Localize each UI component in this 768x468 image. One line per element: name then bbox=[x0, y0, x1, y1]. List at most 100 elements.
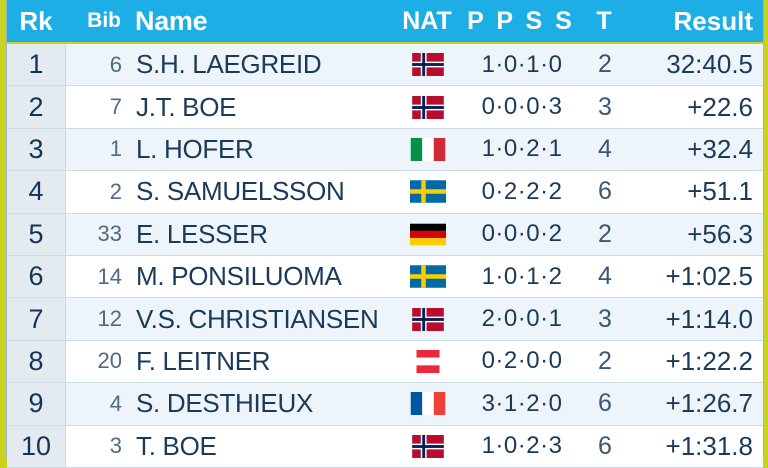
result-cell: +51.1 bbox=[687, 176, 753, 207]
shooting-cell: 1·0·1·2 bbox=[481, 262, 563, 290]
table-row: 2 7 J.T. BOE 0·0·0·3 3 +22.6 bbox=[7, 86, 763, 129]
total-misses-cell: 6 bbox=[598, 177, 612, 206]
rank-cell: 1 bbox=[7, 44, 66, 86]
austria-flag-icon bbox=[410, 349, 446, 373]
nation-cell bbox=[394, 349, 462, 373]
bib-cell: 4 bbox=[109, 390, 122, 416]
nation-cell bbox=[394, 265, 462, 288]
result-cell: +1:31.8 bbox=[665, 430, 753, 461]
header-bib: Bib bbox=[87, 9, 121, 32]
shooting-cell: 0·2·0·0 bbox=[481, 347, 563, 375]
result-cell: +1:14.0 bbox=[665, 303, 753, 334]
nation-cell bbox=[394, 223, 462, 246]
results-table: Rk Bib Name NAT P P S S T Result 1 6 S.H. … bbox=[6, 0, 764, 468]
header-t: T bbox=[596, 6, 612, 35]
header-result: Result bbox=[673, 5, 753, 36]
rank-cell: 2 bbox=[7, 86, 66, 128]
nation-cell bbox=[394, 53, 462, 77]
result-cell: 32:40.5 bbox=[666, 49, 753, 80]
athlete-name: S. SAMUELSSON bbox=[136, 176, 345, 207]
shooting-cell: 0·0·0·2 bbox=[481, 220, 563, 248]
table-row: 3 1 L. HOFER 1·0·2·1 4 +32.4 bbox=[7, 128, 763, 172]
shooting-cell: 1·0·1·0 bbox=[481, 50, 563, 78]
norway-flag-icon bbox=[410, 307, 446, 331]
table-row: 4 2 S. SAMUELSSON 0·2·2·2 6 +51.1 bbox=[7, 171, 763, 214]
bib-cell: 7 bbox=[109, 94, 122, 120]
athlete-name: S. DESTHIEUX bbox=[136, 388, 313, 419]
table-row: 1 6 S.H. LAEGREID 1·0·1·0 2 32:40.5 bbox=[7, 44, 763, 87]
total-misses-cell: 6 bbox=[598, 389, 612, 418]
athlete-name: J.T. BOE bbox=[136, 91, 237, 122]
sweden-flag-icon bbox=[410, 180, 446, 204]
athlete-name: E. LESSER bbox=[136, 218, 268, 249]
athlete-name: M. PONSILUOMA bbox=[136, 261, 342, 292]
athlete-name: T. BOE bbox=[136, 430, 217, 461]
header-shooting: P P S S bbox=[467, 6, 575, 35]
nation-cell bbox=[394, 392, 462, 416]
shooting-cell: 1·0·2·1 bbox=[481, 135, 563, 163]
athlete-name: S.H. LAEGREID bbox=[136, 49, 322, 80]
bib-cell: 3 bbox=[109, 433, 122, 459]
table-row: 10 3 T. BOE 1·0·2·3 6 +1:31.8 bbox=[7, 425, 763, 468]
table-row: 9 4 S. DESTHIEUX 3·1·2·0 6 +1:26.7 bbox=[7, 383, 763, 426]
nation-cell bbox=[394, 137, 462, 161]
header-nat: NAT bbox=[402, 6, 452, 35]
total-misses-cell: 3 bbox=[598, 92, 612, 121]
total-misses-cell: 2 bbox=[598, 346, 612, 375]
norway-flag-icon bbox=[410, 95, 446, 119]
header-name: Name bbox=[135, 5, 208, 36]
table-header: Rk Bib Name NAT P P S S T Result bbox=[7, 0, 763, 44]
bib-cell: 20 bbox=[97, 348, 122, 374]
rank-cell: 7 bbox=[7, 298, 66, 340]
result-cell: +1:02.5 bbox=[665, 261, 753, 292]
bib-cell: 14 bbox=[97, 263, 122, 289]
shooting-cell: 3·1·2·0 bbox=[481, 389, 563, 417]
total-misses-cell: 4 bbox=[598, 262, 612, 291]
shooting-cell: 0·2·2·2 bbox=[481, 177, 563, 205]
header-rank: Rk bbox=[19, 5, 53, 36]
nation-cell bbox=[394, 95, 462, 119]
rank-cell: 5 bbox=[7, 213, 66, 255]
shooting-cell: 2·0·0·1 bbox=[481, 305, 563, 333]
bib-cell: 12 bbox=[97, 306, 122, 332]
bib-cell: 1 bbox=[109, 136, 122, 162]
rank-cell: 8 bbox=[7, 340, 66, 383]
result-cell: +56.3 bbox=[687, 218, 753, 249]
italy-flag-icon bbox=[410, 137, 446, 161]
norway-flag-icon bbox=[410, 53, 446, 77]
table-row: 5 33 E. LESSER 0·0·0·2 2 +56.3 bbox=[7, 213, 763, 256]
table-row: 8 20 F. LEITNER 0·2·0·0 2 +1:22.2 bbox=[7, 340, 763, 384]
result-cell: +1:26.7 bbox=[665, 388, 753, 419]
result-cell: +32.4 bbox=[687, 133, 753, 164]
result-cell: +22.6 bbox=[687, 91, 753, 122]
germany-flag-icon bbox=[410, 223, 446, 246]
athlete-name: V.S. CHRISTIANSEN bbox=[136, 303, 379, 334]
bib-cell: 33 bbox=[97, 221, 122, 247]
sweden-flag-icon bbox=[410, 265, 446, 288]
table-body: 1 6 S.H. LAEGREID 1·0·1·0 2 32:40.5 2 7 J.T. BOE… bbox=[7, 44, 763, 468]
total-misses-cell: 2 bbox=[598, 50, 612, 79]
table-row: 6 14 M. PONSILUOMA 1·0·1·2 4 +1:02.5 bbox=[7, 255, 763, 299]
total-misses-cell: 3 bbox=[598, 304, 612, 333]
rank-cell: 6 bbox=[7, 255, 66, 298]
france-flag-icon bbox=[410, 392, 446, 416]
bib-cell: 2 bbox=[109, 178, 122, 204]
total-misses-cell: 4 bbox=[598, 134, 612, 163]
athlete-name: F. LEITNER bbox=[136, 345, 271, 376]
shooting-cell: 0·0·0·3 bbox=[481, 93, 563, 121]
nation-cell bbox=[394, 180, 462, 204]
nation-cell bbox=[394, 434, 462, 458]
rank-cell: 3 bbox=[7, 128, 66, 171]
shooting-cell: 1·0·2·3 bbox=[481, 432, 563, 460]
total-misses-cell: 2 bbox=[598, 219, 612, 248]
athlete-name: L. HOFER bbox=[136, 133, 254, 164]
norway-flag-icon bbox=[410, 434, 446, 458]
rank-cell: 9 bbox=[7, 383, 66, 425]
table-row: 7 12 V.S. CHRISTIANSEN 2·0·0·1 3 +1:14.0 bbox=[7, 298, 763, 341]
bib-cell: 6 bbox=[109, 51, 122, 77]
rank-cell: 10 bbox=[7, 425, 66, 467]
rank-cell: 4 bbox=[7, 171, 66, 213]
result-cell: +1:22.2 bbox=[665, 345, 753, 376]
nation-cell bbox=[394, 307, 462, 331]
total-misses-cell: 6 bbox=[598, 431, 612, 460]
